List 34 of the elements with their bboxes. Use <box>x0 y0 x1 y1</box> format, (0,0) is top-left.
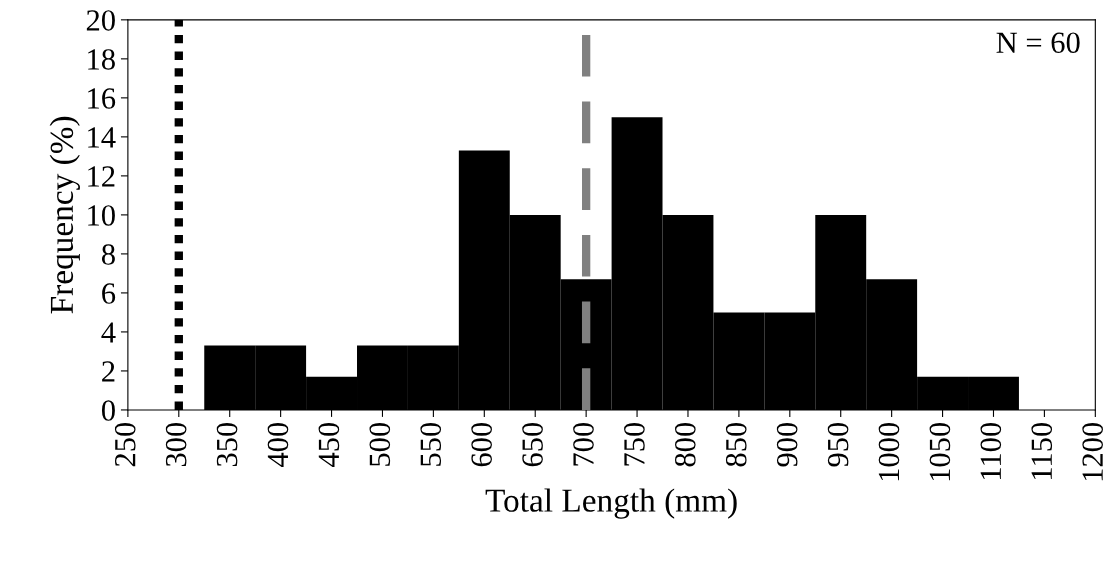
annotation: N = 60 <box>996 32 1080 54</box>
x-tick-label: 500 <box>369 422 391 466</box>
x-tick-label: 1150 <box>1031 422 1053 480</box>
x-tick-label: 900 <box>776 422 798 467</box>
y-tick-label: 0 <box>101 400 115 421</box>
x-tick-label: 650 <box>522 422 543 467</box>
y-tick-label: 20 <box>86 10 115 31</box>
x-tick-label: 850 <box>725 422 747 467</box>
x-tick-label: 950 <box>827 422 849 467</box>
x-tick-label: 600 <box>471 422 492 467</box>
x-tick-label: 800 <box>675 422 696 467</box>
x-tick-label: 550 <box>420 422 442 466</box>
x-tick-label: 1050 <box>929 422 951 481</box>
x-tick-label: 1200 <box>1082 422 1103 481</box>
y-tick-label: 2 <box>102 361 115 382</box>
y-tick-label: 12 <box>88 166 115 187</box>
x-tick-label: 1000 <box>878 422 900 481</box>
y-axis-title: Frequency (%) <box>49 116 80 314</box>
x-tick-label: 300 <box>165 422 187 467</box>
y-tick-label: 10 <box>88 205 115 226</box>
y-tick-label: 14 <box>88 127 116 148</box>
x-tick-label: 250 <box>114 422 136 467</box>
x-axis-title: Total Length (mm) <box>485 488 737 519</box>
y-tick-label: 18 <box>88 49 115 70</box>
x-tick-label: 400 <box>267 422 289 467</box>
y-tick-label: 16 <box>88 88 116 109</box>
x-tick-label: 750 <box>624 422 645 466</box>
x-tick-label: 450 <box>318 422 340 467</box>
y-tick-label: 6 <box>102 283 116 304</box>
y-tick-label: 4 <box>101 322 116 343</box>
y-tick-label: 8 <box>101 244 115 265</box>
x-tick-label: 1100 <box>980 422 1002 480</box>
x-tick-label: 700 <box>573 422 594 466</box>
x-tick-label: 350 <box>216 422 238 467</box>
